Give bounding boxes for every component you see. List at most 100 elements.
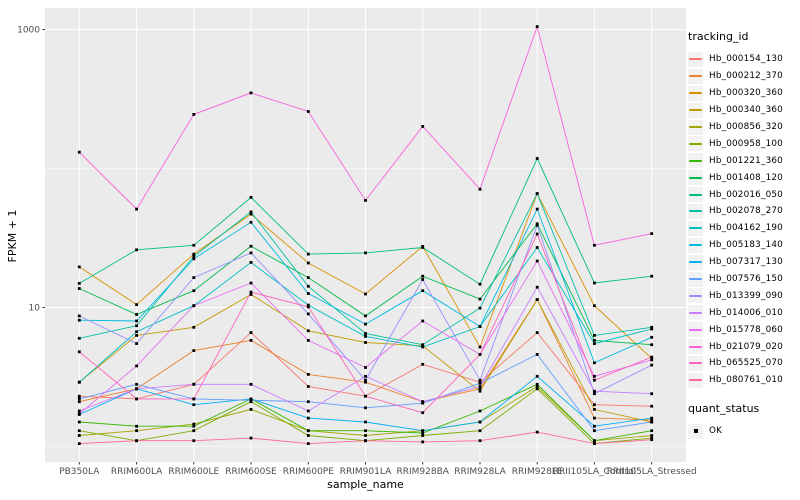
data-point [421, 246, 425, 249]
data-point [306, 305, 310, 309]
data-point [77, 412, 81, 416]
data-point [364, 380, 367, 384]
data-point [192, 382, 196, 386]
legend-item-label: Hb_000154_130 [709, 54, 783, 65]
data-point [593, 281, 596, 285]
legend-item-quant-ok: OK [688, 423, 800, 440]
data-point [478, 429, 482, 433]
legend-items: Hb_000154_130 Hb_000212_370 Hb_000320_360 H… [688, 51, 800, 389]
data-point [650, 418, 654, 422]
data-point [478, 353, 482, 356]
legend-key-line-icon [688, 170, 703, 186]
data-point [421, 440, 425, 444]
data-point [306, 303, 310, 307]
data-point [249, 290, 253, 294]
y-axis-title: FPKM + 1 [6, 209, 19, 263]
data-point [306, 261, 310, 265]
legend-key-line-icon [688, 153, 703, 169]
data-point [535, 430, 539, 434]
legend-item: Hb_000212_370 [688, 68, 800, 85]
legend-key-line-icon [688, 102, 703, 118]
data-point [650, 416, 654, 420]
data-point [421, 411, 425, 415]
x-tick-label: PB350LA [59, 467, 100, 477]
data-point [593, 339, 596, 342]
data-point [77, 350, 81, 354]
data-point [364, 439, 367, 443]
legend-item: Hb_001221_360 [688, 152, 800, 169]
legend-key-line-icon [688, 119, 703, 135]
data-point [593, 361, 596, 365]
data-point [421, 362, 425, 366]
legend-item-label: Hb_007576_150 [709, 274, 783, 285]
data-point [650, 355, 654, 359]
data-point [364, 332, 367, 335]
data-point [135, 303, 138, 306]
data-point [650, 335, 654, 339]
data-point [77, 336, 81, 340]
legend-item-label: Hb_080761_010 [709, 375, 783, 386]
legend: tracking_id Hb_000154_130 Hb_000212_370 Hb… [688, 30, 800, 440]
data-point [535, 298, 539, 301]
data-point [478, 385, 482, 388]
data-point [306, 400, 310, 404]
data-point [192, 276, 196, 279]
data-point [364, 406, 367, 410]
data-point [364, 394, 367, 398]
data-point [593, 334, 596, 337]
data-point [593, 374, 596, 378]
data-point [535, 387, 539, 391]
x-tick-label: RRIM600PE [283, 467, 335, 477]
legend-key-point-icon [688, 423, 703, 439]
data-point [135, 248, 138, 252]
legend-item: Hb_014006_010 [688, 304, 800, 321]
x-tick-label: RRIM928LE [512, 467, 563, 477]
data-point [306, 409, 310, 413]
legend-item: Hb_000856_320 [688, 119, 800, 136]
legend-item: Hb_001408_120 [688, 169, 800, 186]
data-point [593, 389, 596, 393]
legend-item: Hb_021079_020 [688, 338, 800, 355]
data-point [650, 404, 654, 408]
legend-item: Hb_002016_050 [688, 186, 800, 203]
data-point [650, 363, 654, 367]
legend-item-label: Hb_000320_360 [709, 88, 783, 99]
data-point [192, 304, 196, 308]
data-point [650, 343, 654, 347]
data-point [306, 284, 310, 288]
data-point [192, 349, 196, 352]
data-point [135, 364, 138, 368]
data-point [306, 312, 310, 316]
data-point [249, 196, 253, 199]
data-point [535, 207, 539, 211]
legend-key-line-icon [688, 51, 703, 67]
data-point [306, 385, 310, 388]
legend-key-line-icon [688, 271, 703, 287]
data-point [192, 257, 196, 261]
data-point [77, 282, 81, 285]
legend-key-line-icon [688, 187, 703, 203]
data-point [364, 335, 367, 338]
data-point [77, 318, 81, 322]
data-point [135, 330, 138, 334]
data-point [593, 416, 596, 420]
data-point [421, 278, 425, 281]
data-point [535, 232, 539, 236]
data-point [593, 243, 596, 247]
legend-item: Hb_005183_140 [688, 237, 800, 254]
data-point [192, 439, 196, 443]
data-point [535, 353, 539, 356]
data-point [593, 424, 596, 428]
legend-item-label: Hb_004162_190 [709, 223, 783, 234]
legend-item-label: Hb_000340_360 [709, 105, 783, 116]
data-point [249, 251, 253, 255]
data-point [77, 380, 81, 384]
data-point [421, 125, 425, 128]
x-tick-label: RRIM600LA [111, 467, 163, 477]
legend-key-line-icon [688, 237, 703, 253]
legend-item: Hb_013399_090 [688, 287, 800, 304]
legend-item-label: Hb_000958_100 [709, 138, 783, 149]
data-point [77, 420, 81, 424]
